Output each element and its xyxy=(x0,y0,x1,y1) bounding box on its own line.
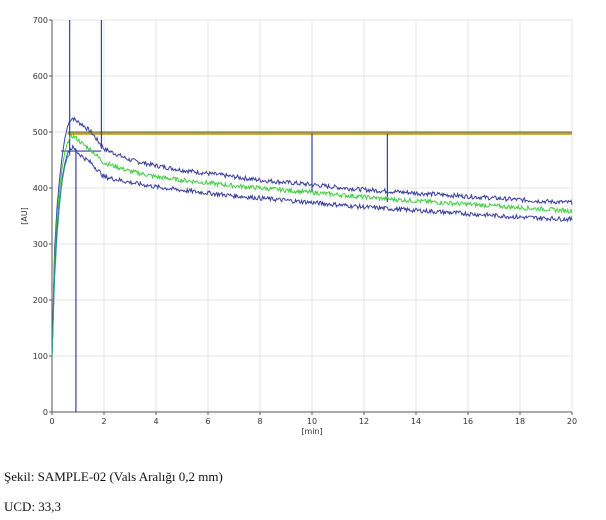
y-tick-label: 700 xyxy=(33,16,48,25)
x-tick-label: 0 xyxy=(49,417,54,426)
series-lower xyxy=(51,144,573,357)
y-tick-label: 600 xyxy=(33,72,48,81)
series-upper xyxy=(51,116,573,357)
reference-lines xyxy=(61,20,572,412)
x-tick-label: 16 xyxy=(463,417,473,426)
x-axis-label: [min] xyxy=(301,427,322,436)
y-tick-label: 0 xyxy=(43,408,48,417)
x-tick-label: 8 xyxy=(257,417,262,426)
figure-caption: Şekil: SAMPLE-02 (Vals Aralığı 0,2 mm) xyxy=(4,469,223,484)
y-tick-label: 500 xyxy=(33,128,48,137)
x-tick-label: 14 xyxy=(411,417,421,426)
series-mean xyxy=(51,133,573,357)
y-axis-label: [AU] xyxy=(20,207,29,225)
y-tick-label: 100 xyxy=(33,352,48,361)
y-tick-labels: 0 100 200 300 400 500 600 700 xyxy=(33,16,48,417)
x-tick-label: 20 xyxy=(567,417,577,426)
x-tick-label: 10 xyxy=(307,417,317,426)
series-lines xyxy=(51,116,573,357)
series-teal-start xyxy=(51,153,71,357)
x-tick-label: 6 xyxy=(205,417,210,426)
line-chart: 0 2 4 6 8 10 12 14 16 18 20 0 100 200 300 400 500 600 700… xyxy=(20,16,577,436)
x-tick-label: 2 xyxy=(101,417,106,426)
y-tick-label: 400 xyxy=(33,184,48,193)
x-tick-label: 18 xyxy=(515,417,525,426)
x-tick-labels: 0 2 4 6 8 10 12 14 16 18 20 xyxy=(49,417,577,426)
x-tick-label: 12 xyxy=(359,417,369,426)
y-tick-label: 300 xyxy=(33,240,48,249)
y-tick-label: 200 xyxy=(33,296,48,305)
x-tick-label: 4 xyxy=(153,417,158,426)
ucd-value: UCD: 33,3 xyxy=(4,499,62,514)
